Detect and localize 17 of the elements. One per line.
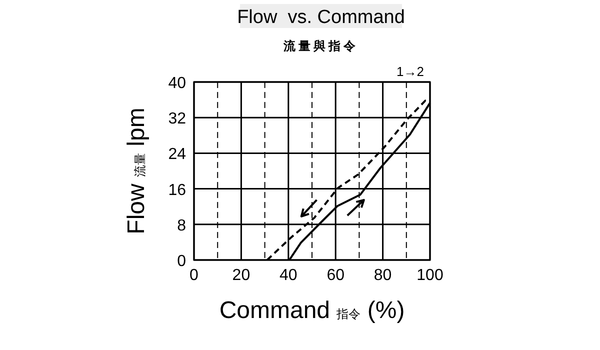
y-tick-label: 40 [168, 75, 186, 92]
x-tick-label: 60 [326, 267, 345, 284]
y-tick-label: 32 [168, 110, 186, 128]
y-tick-label: 16 [168, 182, 186, 199]
x-tick-label: 20 [232, 267, 250, 284]
chart-title: Flow vs. Command [237, 7, 405, 28]
x-axis-title: Command 指令 (%) [219, 297, 405, 324]
x-tick-label: 100 [416, 267, 444, 284]
y-tick-label: 0 [177, 253, 186, 270]
y-tick-label: 8 [177, 217, 186, 234]
y-axis-title: Flow 流量 lpm [123, 108, 150, 234]
x-tick-label: 80 [374, 267, 392, 284]
x-tick-label: 40 [280, 267, 298, 284]
text: 1→2 [396, 64, 424, 79]
y-tick-label: 24 [168, 146, 186, 164]
x-tick-label: 0 [190, 267, 199, 284]
chart-subtitle: 流量與指令 [282, 39, 358, 53]
